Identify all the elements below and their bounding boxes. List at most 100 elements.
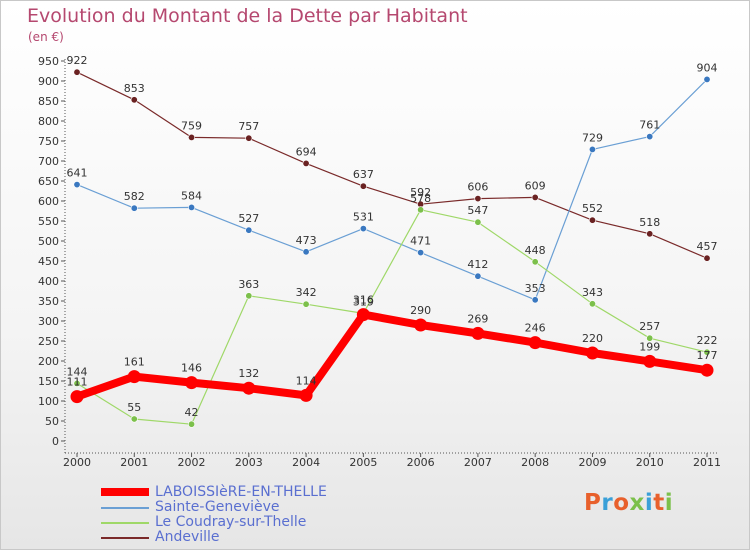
data-label-sainte-genevi-ve: 584 (181, 189, 202, 202)
data-point-laboissi-re-en-thelle (643, 354, 657, 368)
data-point-laboissi-re-en-thelle (127, 370, 141, 384)
data-point-le-coudray-sur-thelle (531, 258, 539, 266)
data-point-laboissi-re-en-thelle (414, 318, 428, 332)
data-label-sainte-genevi-ve: 412 (467, 258, 488, 271)
data-point-andeville (531, 193, 539, 201)
data-point-laboissi-re-en-thelle (700, 363, 714, 377)
data-label-sainte-genevi-ve: 353 (525, 282, 546, 295)
y-tick-label: 950 (38, 55, 59, 68)
data-label-laboissi-re-en-thelle: 220 (582, 332, 603, 345)
data-point-laboissi-re-en-thelle (242, 381, 256, 395)
data-point-le-coudray-sur-thelle (188, 420, 196, 428)
data-point-andeville (73, 68, 81, 76)
y-tick-label: 550 (38, 215, 59, 228)
data-point-laboissi-re-en-thelle (70, 390, 84, 404)
data-label-andeville: 552 (582, 202, 603, 215)
data-label-laboissi-re-en-thelle: 246 (525, 322, 546, 335)
data-label-le-coudray-sur-thelle: 547 (467, 204, 488, 217)
series-line-sainte-genevi-ve (76, 78, 708, 301)
series-line-le-coudray-sur-thelle (76, 209, 708, 425)
data-point-andeville (474, 195, 482, 203)
x-tick-label: 2006 (407, 456, 435, 469)
y-tick-label: 500 (38, 235, 59, 248)
data-point-laboissi-re-en-thelle (299, 388, 313, 402)
data-label-le-coudray-sur-thelle: 448 (525, 244, 546, 257)
logo-letter: P (584, 490, 602, 516)
y-tick-label: 50 (45, 415, 59, 428)
data-label-le-coudray-sur-thelle: 319 (353, 295, 374, 308)
x-tick-label: 2004 (292, 456, 320, 469)
y-tick-label: 600 (38, 195, 59, 208)
logo-letter: x (629, 490, 645, 516)
data-label-laboissi-re-en-thelle: 146 (181, 362, 202, 375)
proxiti-logo: Proxiti (584, 490, 673, 516)
data-point-laboissi-re-en-thelle (585, 346, 599, 360)
data-point-andeville (703, 254, 711, 262)
y-tick-label: 850 (38, 95, 59, 108)
data-label-sainte-genevi-ve: 761 (639, 119, 660, 132)
y-tick-label: 900 (38, 75, 59, 88)
data-point-le-coudray-sur-thelle (588, 300, 596, 308)
x-tick-label: 2003 (235, 456, 263, 469)
data-point-sainte-genevi-ve (703, 75, 711, 83)
data-point-andeville (302, 159, 310, 167)
data-label-andeville: 694 (296, 145, 317, 158)
data-label-laboissi-re-en-thelle: 111 (67, 376, 88, 389)
data-label-sainte-genevi-ve: 531 (353, 211, 374, 224)
data-point-le-coudray-sur-thelle (417, 206, 425, 214)
x-tick-label: 2001 (120, 456, 148, 469)
logo-letter: i (664, 490, 674, 516)
x-tick-label: 2010 (636, 456, 664, 469)
data-point-andeville (646, 230, 654, 238)
data-label-le-coudray-sur-thelle: 342 (296, 286, 317, 299)
x-tick-label: 2005 (349, 456, 377, 469)
data-label-sainte-genevi-ve: 729 (582, 131, 603, 144)
data-point-sainte-genevi-ve (359, 225, 367, 233)
data-label-sainte-genevi-ve: 527 (238, 212, 259, 225)
data-point-sainte-genevi-ve (474, 272, 482, 280)
logo-letter: o (613, 490, 630, 516)
data-point-laboissi-re-en-thelle (528, 336, 542, 350)
data-label-sainte-genevi-ve: 582 (124, 190, 145, 203)
y-tick-label: 750 (38, 135, 59, 148)
data-label-andeville: 922 (67, 54, 88, 67)
y-tick-label: 250 (38, 335, 59, 348)
series-line-laboissi-re-en-thelle (73, 310, 711, 401)
data-label-le-coudray-sur-thelle: 578 (410, 192, 431, 205)
data-label-andeville: 637 (353, 168, 374, 181)
legend-swatch-laboissiere (101, 488, 149, 496)
data-point-andeville (588, 216, 596, 224)
legend-label-laboissiere: LABOISSIèRE-EN-THELLE (155, 484, 327, 500)
data-point-sainte-genevi-ve (130, 204, 138, 212)
y-tick-label: 800 (38, 115, 59, 128)
x-tick-label: 2000 (63, 456, 91, 469)
logo-letter: r (601, 490, 614, 516)
chart-title: Evolution du Montant de la Dette par Hab… (27, 5, 468, 27)
data-point-sainte-genevi-ve (188, 203, 196, 211)
data-label-le-coudray-sur-thelle: 257 (639, 320, 660, 333)
data-label-le-coudray-sur-thelle: 42 (185, 406, 199, 419)
series-line-andeville (76, 71, 708, 259)
data-point-le-coudray-sur-thelle (73, 379, 81, 387)
y-tick-label: 700 (38, 155, 59, 168)
data-point-andeville (188, 133, 196, 141)
legend-swatch-andeville (101, 537, 149, 539)
data-label-laboissi-re-en-thelle: 316 (353, 294, 374, 307)
data-label-le-coudray-sur-thelle: 55 (127, 401, 141, 414)
data-point-sainte-genevi-ve (73, 181, 81, 189)
data-point-sainte-genevi-ve (417, 249, 425, 257)
y-tick-label: 200 (38, 355, 59, 368)
data-point-le-coudray-sur-thelle (646, 334, 654, 342)
data-point-laboissi-re-en-thelle (471, 326, 485, 340)
data-label-laboissi-re-en-thelle: 269 (467, 312, 488, 325)
data-label-le-coudray-sur-thelle: 343 (582, 286, 603, 299)
data-label-andeville: 853 (124, 82, 145, 95)
y-tick-label: 350 (38, 295, 59, 308)
data-label-laboissi-re-en-thelle: 114 (296, 374, 317, 387)
data-label-sainte-genevi-ve: 904 (697, 61, 718, 74)
x-tick-label: 2008 (521, 456, 549, 469)
data-label-laboissi-re-en-thelle: 132 (238, 367, 259, 380)
data-point-andeville (130, 96, 138, 104)
